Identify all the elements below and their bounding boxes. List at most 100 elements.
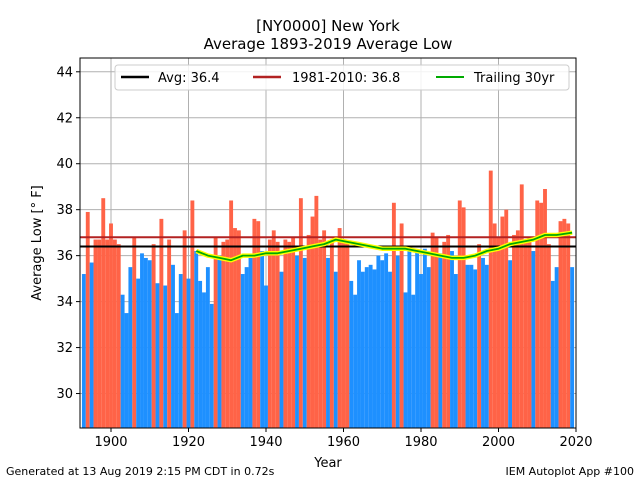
bar-1909	[143, 257, 148, 428]
bar-1926	[209, 303, 214, 428]
bar-2003	[508, 260, 513, 428]
chart-subtitle: Average 1893-2019 Average Low	[204, 35, 453, 53]
bar-1948	[295, 255, 299, 428]
bar-2015	[554, 267, 559, 428]
chart-title: [NY0000] New York	[256, 17, 400, 35]
bar-1994	[473, 269, 478, 428]
bar-1937	[252, 218, 257, 428]
bar-1933	[236, 230, 241, 428]
bar-1949	[298, 198, 303, 428]
bar-1944	[279, 271, 284, 428]
bar-1974	[395, 255, 400, 428]
bar-1967	[368, 264, 373, 428]
bar-1919	[182, 230, 187, 428]
bar-2017	[562, 218, 567, 428]
bar-1931	[229, 200, 234, 428]
bar-1893	[81, 274, 86, 428]
bar-1899	[105, 239, 110, 428]
y-tick-label: 44	[56, 65, 73, 80]
bar-1956	[326, 257, 330, 428]
bar-1942	[271, 230, 276, 428]
y-tick-label: 34	[56, 295, 73, 310]
bar-1903	[120, 294, 125, 428]
bar-1930	[225, 239, 230, 428]
bar-1960	[341, 241, 346, 428]
y-tick-label: 36	[56, 249, 73, 264]
bar-1924	[202, 292, 206, 428]
bar-1916	[171, 264, 175, 428]
bar-1915	[167, 239, 172, 428]
bar-1985	[438, 253, 443, 428]
bar-1986	[442, 241, 447, 428]
y-tick-label: 38	[56, 203, 73, 218]
bar-1917	[174, 313, 179, 428]
bar-1918	[178, 274, 183, 428]
bar-1947	[291, 237, 296, 428]
bar-1906	[132, 237, 137, 428]
bar-1927	[213, 237, 218, 428]
x-tick-label: 1900	[94, 435, 127, 450]
bar-1978	[411, 294, 416, 428]
bar-1973	[391, 202, 396, 428]
bar-1920	[186, 278, 191, 428]
bar-2008	[527, 237, 532, 428]
bar-1980	[419, 274, 423, 428]
legend-label-trailing: Trailing 30yr	[473, 71, 555, 86]
bar-1934	[240, 274, 245, 428]
bar-1997	[484, 264, 489, 428]
bar-1972	[388, 271, 392, 428]
bar-1951	[306, 234, 311, 428]
bar-1995	[477, 244, 482, 428]
lines-layer	[80, 230, 576, 263]
bar-1979	[415, 251, 420, 428]
bar-1921	[190, 200, 195, 428]
bars-layer	[81, 170, 575, 428]
legend-box	[114, 64, 570, 91]
bar-1895	[89, 262, 94, 428]
bar-1992	[465, 264, 470, 428]
bar-1965	[360, 271, 365, 428]
bar-1945	[283, 239, 288, 428]
bar-1941	[267, 239, 272, 428]
bar-1908	[140, 253, 144, 428]
bar-1984	[434, 237, 439, 428]
bar-2014	[550, 280, 555, 428]
y-tick-label: 30	[56, 387, 73, 402]
bar-1940	[264, 285, 268, 428]
plot-frame	[79, 57, 577, 429]
bar-1938	[256, 221, 261, 428]
bar-1966	[364, 267, 369, 428]
bar-2004	[512, 234, 516, 428]
bar-1897	[97, 239, 102, 428]
bar-1943	[275, 241, 280, 428]
legend-label-average: Avg: 36.4	[158, 71, 220, 86]
bar-1896	[93, 239, 98, 428]
bar-1958	[333, 271, 338, 428]
x-tick-label: 2000	[482, 435, 515, 450]
bar-1922	[194, 251, 199, 428]
bar-1928	[217, 255, 222, 428]
bar-1900	[109, 223, 113, 428]
bar-1957	[329, 241, 334, 428]
x-tick-label: 1920	[172, 435, 205, 450]
bar-2007	[523, 241, 528, 428]
bar-1963	[353, 294, 358, 428]
x-tick-label: 2020	[559, 435, 592, 450]
x-axis: 1900 1920 1940 1960 1980 2000 2020	[94, 428, 593, 450]
bar-1946	[287, 241, 292, 428]
bar-2013	[546, 244, 551, 428]
bar-1971	[384, 253, 389, 428]
bar-2009	[531, 251, 536, 428]
bar-2011	[539, 202, 544, 428]
bar-1904	[124, 313, 129, 428]
x-tick-label: 1980	[404, 435, 437, 450]
bar-2005	[515, 230, 520, 428]
bar-1990	[457, 200, 462, 428]
bar-1961	[345, 241, 350, 428]
bar-2019	[570, 267, 575, 428]
footer-app: IEM Autoplot App #100	[506, 465, 635, 478]
bar-1952	[310, 216, 315, 428]
bar-1935	[244, 267, 249, 428]
bar-1902	[116, 244, 121, 428]
